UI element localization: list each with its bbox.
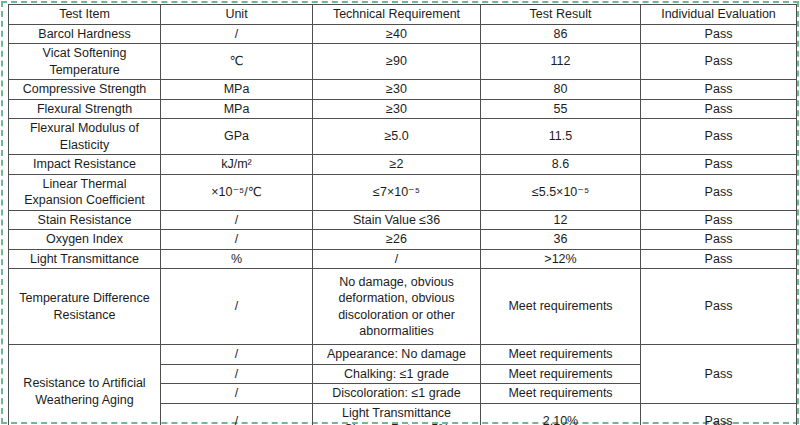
cell-requirement: Appearance: No damage bbox=[313, 345, 481, 365]
cell-unit: MPa bbox=[161, 80, 313, 100]
cell-test-item: Oxygen Index bbox=[9, 230, 161, 250]
cell-unit: / bbox=[161, 384, 313, 404]
col-header-unit: Unit bbox=[161, 5, 313, 25]
cell-result: 112 bbox=[481, 44, 641, 80]
cell-evaluation: Pass bbox=[641, 345, 797, 404]
table-row: Resistance to Artificial Weathering Agin… bbox=[9, 345, 797, 365]
cell-unit: kJ/m² bbox=[161, 155, 313, 175]
cell-unit: % bbox=[161, 249, 313, 269]
cell-test-item: Flexural Modulus of Elasticity bbox=[9, 119, 161, 155]
cell-evaluation: Pass bbox=[641, 119, 797, 155]
cell-result: Meet requirements bbox=[481, 269, 641, 345]
cell-result: 55 bbox=[481, 99, 641, 119]
cell-unit: / bbox=[161, 345, 313, 365]
table-row: Impact Resistance kJ/m² ≥2 8.6 Pass bbox=[9, 155, 797, 175]
cell-evaluation: Pass bbox=[641, 155, 797, 175]
cell-unit: / bbox=[161, 269, 313, 345]
cell-result: 2.10% bbox=[481, 403, 641, 425]
cell-evaluation: Pass bbox=[641, 269, 797, 345]
cell-evaluation: Pass bbox=[641, 99, 797, 119]
cell-test-item: Compressive Strength bbox=[9, 80, 161, 100]
cell-requirement: Discoloration: ≤1 grade bbox=[313, 384, 481, 404]
cell-requirement: ≥26 bbox=[313, 230, 481, 250]
test-report-table: Test Item Unit Technical Requirement Tes… bbox=[8, 4, 797, 425]
col-header-test-item: Test Item bbox=[9, 5, 161, 25]
cell-result: 12 bbox=[481, 210, 641, 230]
cell-evaluation: Pass bbox=[641, 403, 797, 425]
cell-result: >12% bbox=[481, 249, 641, 269]
cell-result: Meet requirements bbox=[481, 345, 641, 365]
cell-unit: ×10⁻⁵/℃ bbox=[161, 174, 313, 210]
cell-requirement: Chalking: ≤1 grade bbox=[313, 364, 481, 384]
table-row: Flexural Modulus of Elasticity GPa ≥5.0 … bbox=[9, 119, 797, 155]
table-row: Stain Resistance / Stain Value ≤36 12 Pa… bbox=[9, 210, 797, 230]
cell-test-item: Barcol Hardness bbox=[9, 24, 161, 44]
cell-unit: / bbox=[161, 364, 313, 384]
col-header-individual-evaluation: Individual Evaluation bbox=[641, 5, 797, 25]
table-row: Compressive Strength MPa ≥30 80 Pass bbox=[9, 80, 797, 100]
cell-test-item: Impact Resistance bbox=[9, 155, 161, 175]
cell-unit: / bbox=[161, 403, 313, 425]
cell-requirement: ≥2 bbox=[313, 155, 481, 175]
cell-unit: / bbox=[161, 230, 313, 250]
table-row: Linear Thermal Expansion Coefficient ×10… bbox=[9, 174, 797, 210]
table-row: Temperature Difference Resistance / No d… bbox=[9, 269, 797, 345]
col-header-test-result: Test Result bbox=[481, 5, 641, 25]
cell-test-item: Light Transmittance bbox=[9, 249, 161, 269]
header-row: Test Item Unit Technical Requirement Tes… bbox=[9, 5, 797, 25]
cell-evaluation: Pass bbox=[641, 44, 797, 80]
cell-evaluation: Pass bbox=[641, 174, 797, 210]
table-row: Vicat Softening Temperature ℃ ≥90 112 Pa… bbox=[9, 44, 797, 80]
cell-requirement: ≥30 bbox=[313, 80, 481, 100]
cell-evaluation: Pass bbox=[641, 249, 797, 269]
cell-result: Meet requirements bbox=[481, 364, 641, 384]
cell-result: 86 bbox=[481, 24, 641, 44]
cell-requirement: / bbox=[313, 249, 481, 269]
cell-unit: MPa bbox=[161, 99, 313, 119]
cell-requirement: ≥30 bbox=[313, 99, 481, 119]
cell-unit: / bbox=[161, 24, 313, 44]
cell-test-item: Vicat Softening Temperature bbox=[9, 44, 161, 80]
cell-test-item: Linear Thermal Expansion Coefficient bbox=[9, 174, 161, 210]
cell-unit: ℃ bbox=[161, 44, 313, 80]
cell-requirement: Light Transmittance Change Rate: ≤5% bbox=[313, 403, 481, 425]
cell-unit: / bbox=[161, 210, 313, 230]
cell-result: 80 bbox=[481, 80, 641, 100]
cell-test-item: Flexural Strength bbox=[9, 99, 161, 119]
cell-test-item: Stain Resistance bbox=[9, 210, 161, 230]
cell-evaluation: Pass bbox=[641, 210, 797, 230]
cell-requirement: ≥40 bbox=[313, 24, 481, 44]
cell-result: 36 bbox=[481, 230, 641, 250]
table-row: Light Transmittance % / >12% Pass bbox=[9, 249, 797, 269]
cell-evaluation: Pass bbox=[641, 80, 797, 100]
table-row: Barcol Hardness / ≥40 86 Pass bbox=[9, 24, 797, 44]
cell-requirement: No damage, obvious deformation, obvious … bbox=[313, 269, 481, 345]
cell-result: 11.5 bbox=[481, 119, 641, 155]
table-row: Oxygen Index / ≥26 36 Pass bbox=[9, 230, 797, 250]
cell-test-item: Resistance to Artificial Weathering Agin… bbox=[9, 345, 161, 425]
cell-unit: GPa bbox=[161, 119, 313, 155]
cell-result: 8.6 bbox=[481, 155, 641, 175]
spreadsheet-page: Test Item Unit Technical Requirement Tes… bbox=[0, 0, 800, 425]
cell-evaluation: Pass bbox=[641, 230, 797, 250]
cell-evaluation: Pass bbox=[641, 24, 797, 44]
cell-result: Meet requirements bbox=[481, 384, 641, 404]
cell-requirement: Stain Value ≤36 bbox=[313, 210, 481, 230]
cell-test-item: Temperature Difference Resistance bbox=[9, 269, 161, 345]
cell-result: ≤5.5×10⁻⁵ bbox=[481, 174, 641, 210]
col-header-technical-requirement: Technical Requirement bbox=[313, 5, 481, 25]
table-row: Flexural Strength MPa ≥30 55 Pass bbox=[9, 99, 797, 119]
cell-requirement: ≥5.0 bbox=[313, 119, 481, 155]
cell-requirement: ≥90 bbox=[313, 44, 481, 80]
cell-requirement: ≤7×10⁻⁵ bbox=[313, 174, 481, 210]
